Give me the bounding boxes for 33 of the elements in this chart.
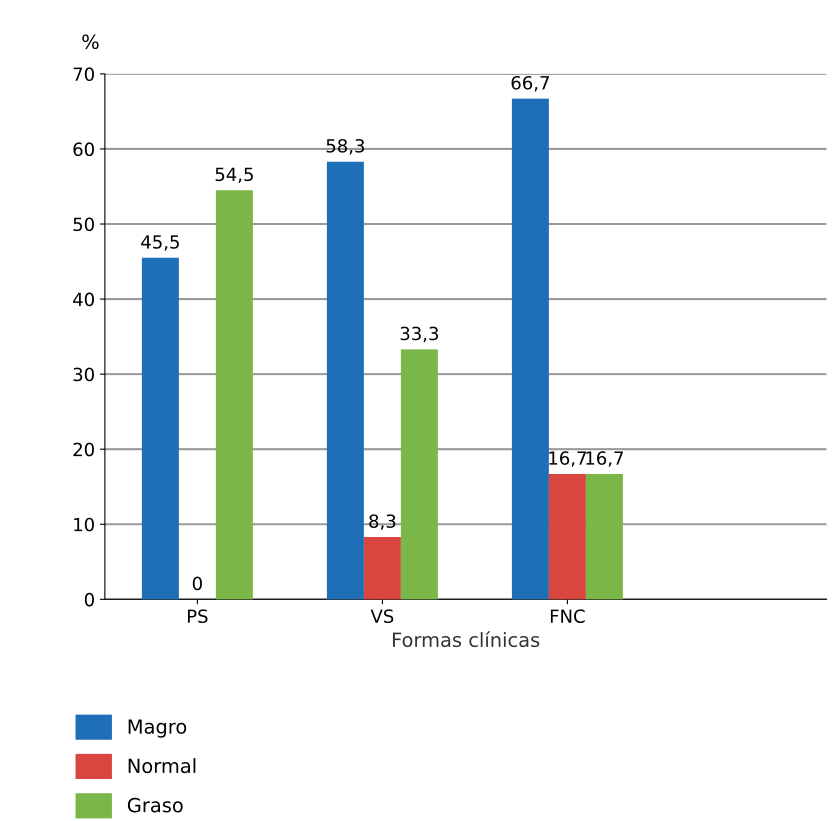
data-label: 16,7 (549, 451, 586, 467)
bar (400, 349, 438, 600)
data-label: 8,3 (369, 514, 396, 530)
bar (142, 258, 179, 600)
data-label: 45,5 (141, 235, 179, 251)
y-tick-label: 70 (74, 67, 94, 82)
bar (548, 474, 586, 600)
y-tick-label: 40 (73, 292, 94, 306)
x-tick-label: VS (370, 609, 394, 624)
data-label: 54,5 (216, 168, 253, 184)
data-label: 16,7 (586, 451, 623, 467)
y-axis-title: % (82, 34, 99, 50)
bar (512, 98, 549, 600)
legend-label: Magro (128, 719, 186, 738)
y-tick-label: 30 (74, 368, 94, 382)
bar (586, 474, 623, 600)
x-axis-title: Formas clínicas (392, 631, 540, 648)
x-tick-label: PS (188, 609, 208, 624)
legend-label: Graso (128, 798, 183, 812)
legend-label: Normal (128, 758, 196, 774)
y-tick-label: 10 (74, 518, 94, 532)
data-label: 58,3 (326, 139, 364, 154)
bar (326, 162, 364, 600)
bar (364, 537, 401, 600)
y-tick-label: 60 (73, 142, 94, 156)
y-tick-label: 20 (74, 442, 94, 456)
data-label: 0 (192, 576, 202, 590)
data-label: 66,7 (512, 76, 549, 92)
y-tick-label: 50 (74, 217, 94, 232)
data-label: 33,3 (400, 326, 438, 342)
x-tick-label: FNC (550, 609, 585, 624)
bar (216, 190, 253, 600)
y-tick-label: 0 (84, 592, 94, 606)
